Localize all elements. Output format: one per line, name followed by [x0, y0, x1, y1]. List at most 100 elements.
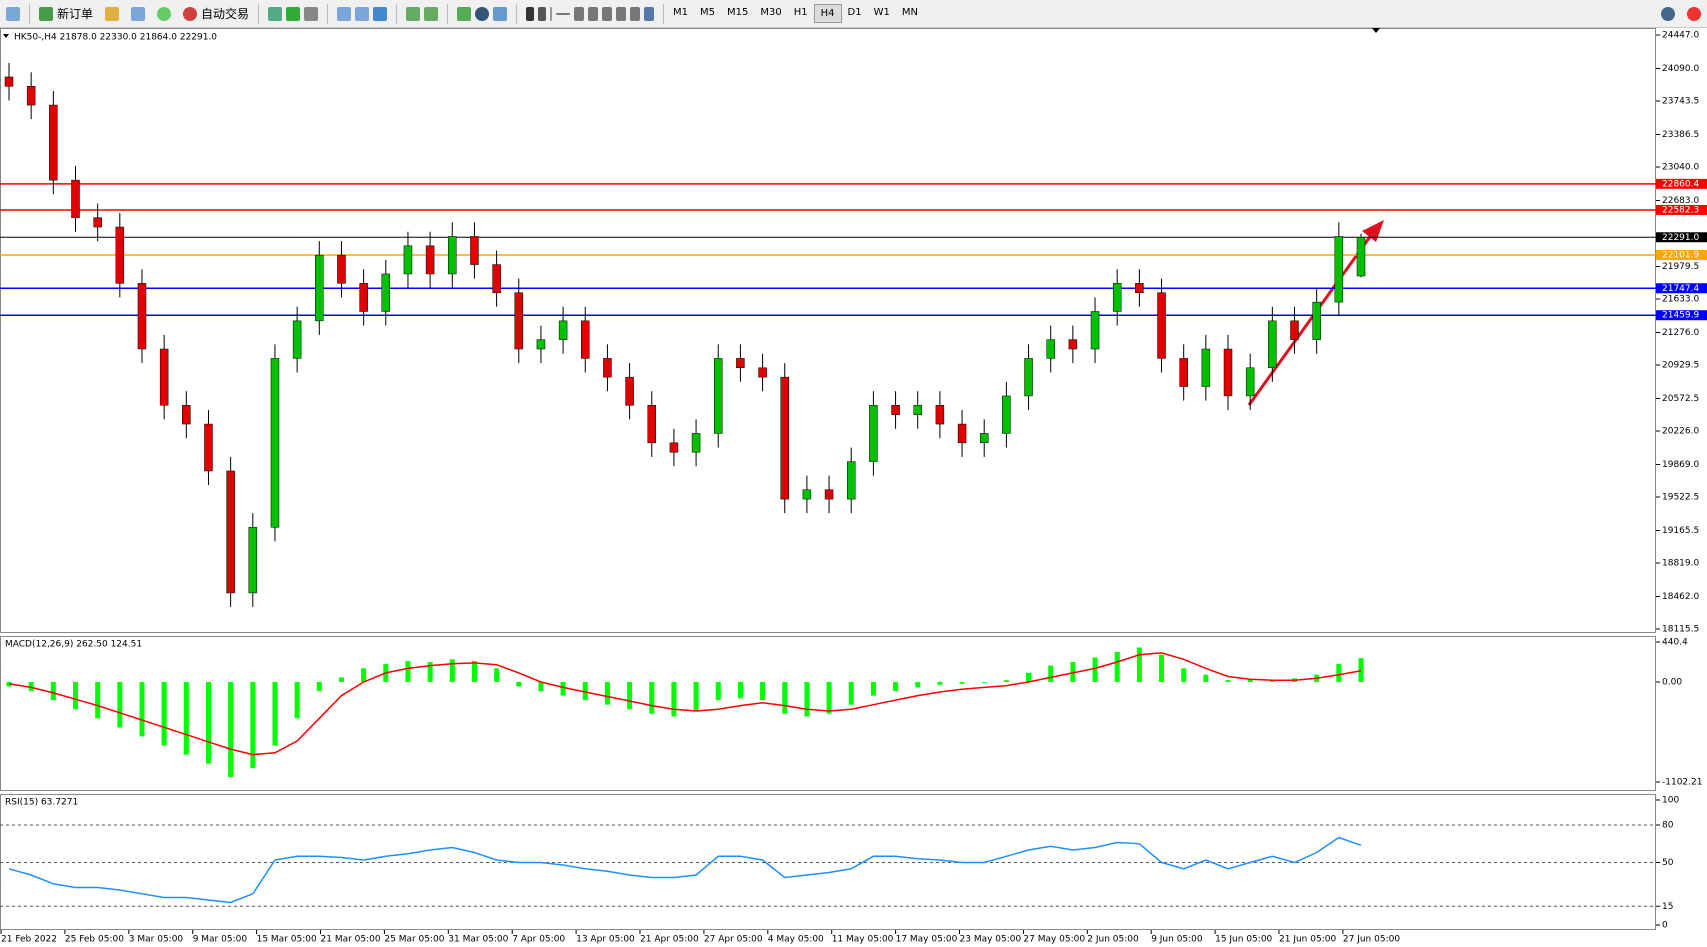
draw-tools[interactable]	[520, 3, 660, 25]
separator	[396, 3, 398, 24]
y-tick-label: 18115.5	[1662, 625, 1699, 635]
x-tick-label: 2 Jun 05:00	[1087, 935, 1139, 945]
scroll-tools[interactable]	[400, 3, 444, 25]
macd-bar	[50, 681, 56, 701]
price-level-tag	[1656, 232, 1707, 243]
price-level-label: 21747.4	[1662, 284, 1699, 294]
candle-body	[713, 358, 723, 434]
candle-body	[1334, 236, 1344, 303]
candle-body	[1223, 348, 1233, 397]
x-tick-label: 15 Mar 05:00	[257, 935, 317, 945]
macd-bar	[449, 659, 455, 682]
indicator-tools[interactable]	[451, 3, 513, 25]
y-tick-label: 18462.0	[1662, 592, 1699, 602]
y-tick-label: 21979.5	[1662, 262, 1699, 272]
y-tick-label: 20929.5	[1662, 361, 1699, 371]
candle-body	[1135, 283, 1144, 293]
candle-body	[802, 489, 812, 500]
macd-bar	[671, 681, 677, 717]
price-level-tag	[1656, 283, 1707, 294]
timeframe-button[interactable]: M15	[727, 7, 749, 18]
y-tick-label: 21633.0	[1662, 295, 1699, 305]
timeframe-button[interactable]: H1	[793, 7, 808, 18]
macd-bar	[494, 668, 500, 682]
timeframe-button[interactable]: M30	[760, 7, 782, 18]
tool-button[interactable]	[99, 3, 125, 25]
candle-body	[359, 283, 368, 312]
x-tick-label: 27 May 05:00	[1023, 935, 1085, 945]
macd-bar	[649, 681, 655, 714]
separator	[29, 3, 30, 24]
macd-bar	[316, 681, 322, 692]
y-tick-label: 23040.0	[1662, 163, 1699, 173]
candle-body	[4, 76, 14, 87]
macd-bar	[228, 681, 234, 778]
candle-body	[115, 226, 125, 284]
timeframe-button[interactable]: MN	[901, 7, 918, 18]
separator	[516, 3, 518, 24]
y-tick-label: 23386.5	[1662, 130, 1699, 140]
timeframe-button[interactable]: M5	[700, 7, 716, 18]
y-tick-label: 21276.0	[1662, 328, 1699, 338]
x-tick-label: 15 Jun 05:00	[1215, 935, 1272, 945]
auto-trading-button[interactable]: 自动交易	[177, 3, 255, 25]
x-tick-label: 3 Mar 05:00	[129, 935, 184, 945]
y-tick-label: 0.00	[1662, 677, 1682, 687]
y-tick-label: 440.4	[1662, 638, 1688, 648]
macd-bar	[538, 681, 544, 692]
timeframe-button[interactable]: H4	[813, 4, 842, 23]
zoom-tools[interactable]	[331, 3, 393, 25]
candle-body	[470, 236, 479, 265]
x-tick-label: 23 May 05:00	[960, 935, 1022, 945]
candle-body	[26, 86, 36, 106]
macd-bar	[1092, 657, 1098, 682]
candle-body	[1046, 339, 1055, 359]
candle-body	[1201, 348, 1211, 387]
tool-button[interactable]	[125, 3, 151, 25]
candle-body	[935, 405, 945, 425]
macd-bar	[1225, 680, 1231, 682]
pane-menu	[3, 34, 9, 38]
y-tick-label: 0	[1662, 921, 1668, 931]
x-tick-label: 27 Apr 05:00	[704, 935, 763, 945]
candle-body	[1179, 358, 1188, 387]
y-tick-label: 20226.0	[1662, 427, 1699, 437]
timeframe-button[interactable]: M1	[673, 7, 689, 18]
search-button[interactable]	[1655, 3, 1681, 25]
candle-body	[1002, 395, 1011, 434]
candle-body	[1157, 292, 1166, 359]
macd-bar	[1003, 680, 1009, 682]
timeframe-button[interactable]: D1	[847, 7, 862, 18]
candle-body	[603, 358, 612, 378]
macd-bar	[183, 681, 189, 755]
candle-body	[425, 245, 435, 275]
trend-arrow	[1247, 233, 1374, 406]
macd-bar	[737, 681, 743, 699]
macd-bar	[1203, 674, 1209, 682]
tool-button[interactable]	[151, 3, 177, 25]
macd-bar	[161, 681, 167, 746]
x-tick-label: 9 Mar 05:00	[193, 935, 248, 945]
candle-body	[49, 104, 58, 181]
candle-body	[536, 339, 546, 350]
macd-bar	[205, 681, 211, 764]
macd-signal	[8, 652, 1362, 756]
candle-body	[403, 245, 413, 275]
candle-body	[182, 405, 191, 425]
candle-body	[492, 264, 501, 293]
timeframe-button[interactable]: W1	[873, 7, 890, 18]
rsi-line	[8, 836, 1362, 904]
chart-tools[interactable]	[262, 3, 324, 25]
macd-bar	[1247, 679, 1253, 682]
candle-body	[1356, 237, 1366, 277]
price-level-tag	[1656, 310, 1707, 321]
x-tick-label: 11 May 05:00	[832, 935, 894, 945]
new-order-button[interactable]: 新订单	[33, 3, 99, 25]
macd-bar	[338, 677, 344, 682]
notifications[interactable]	[1681, 3, 1707, 25]
new-order-label: 新订单	[57, 7, 94, 21]
macd-bar	[582, 681, 588, 701]
candle-body	[758, 367, 767, 378]
zoom-button[interactable]	[0, 3, 26, 25]
